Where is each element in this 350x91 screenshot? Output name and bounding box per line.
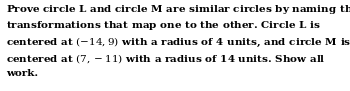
Text: Prove circle $\mathbf{L}$ and circle $\mathbf{M}$ are similar circles by naming : Prove circle $\mathbf{L}$ and circle $\m… <box>6 3 350 16</box>
Text: centered at $(-14, 9)$ with a radius of 4 units, and circle $\mathbf{M}$ is: centered at $(-14, 9)$ with a radius of … <box>6 36 350 49</box>
Text: work.: work. <box>6 69 38 78</box>
Text: transformations that map one to the other. Circle $\mathbf{L}$ is: transformations that map one to the othe… <box>6 19 321 32</box>
Text: centered at $(7, -11)$ with a radius of 14 units. Show all: centered at $(7, -11)$ with a radius of … <box>6 52 326 65</box>
